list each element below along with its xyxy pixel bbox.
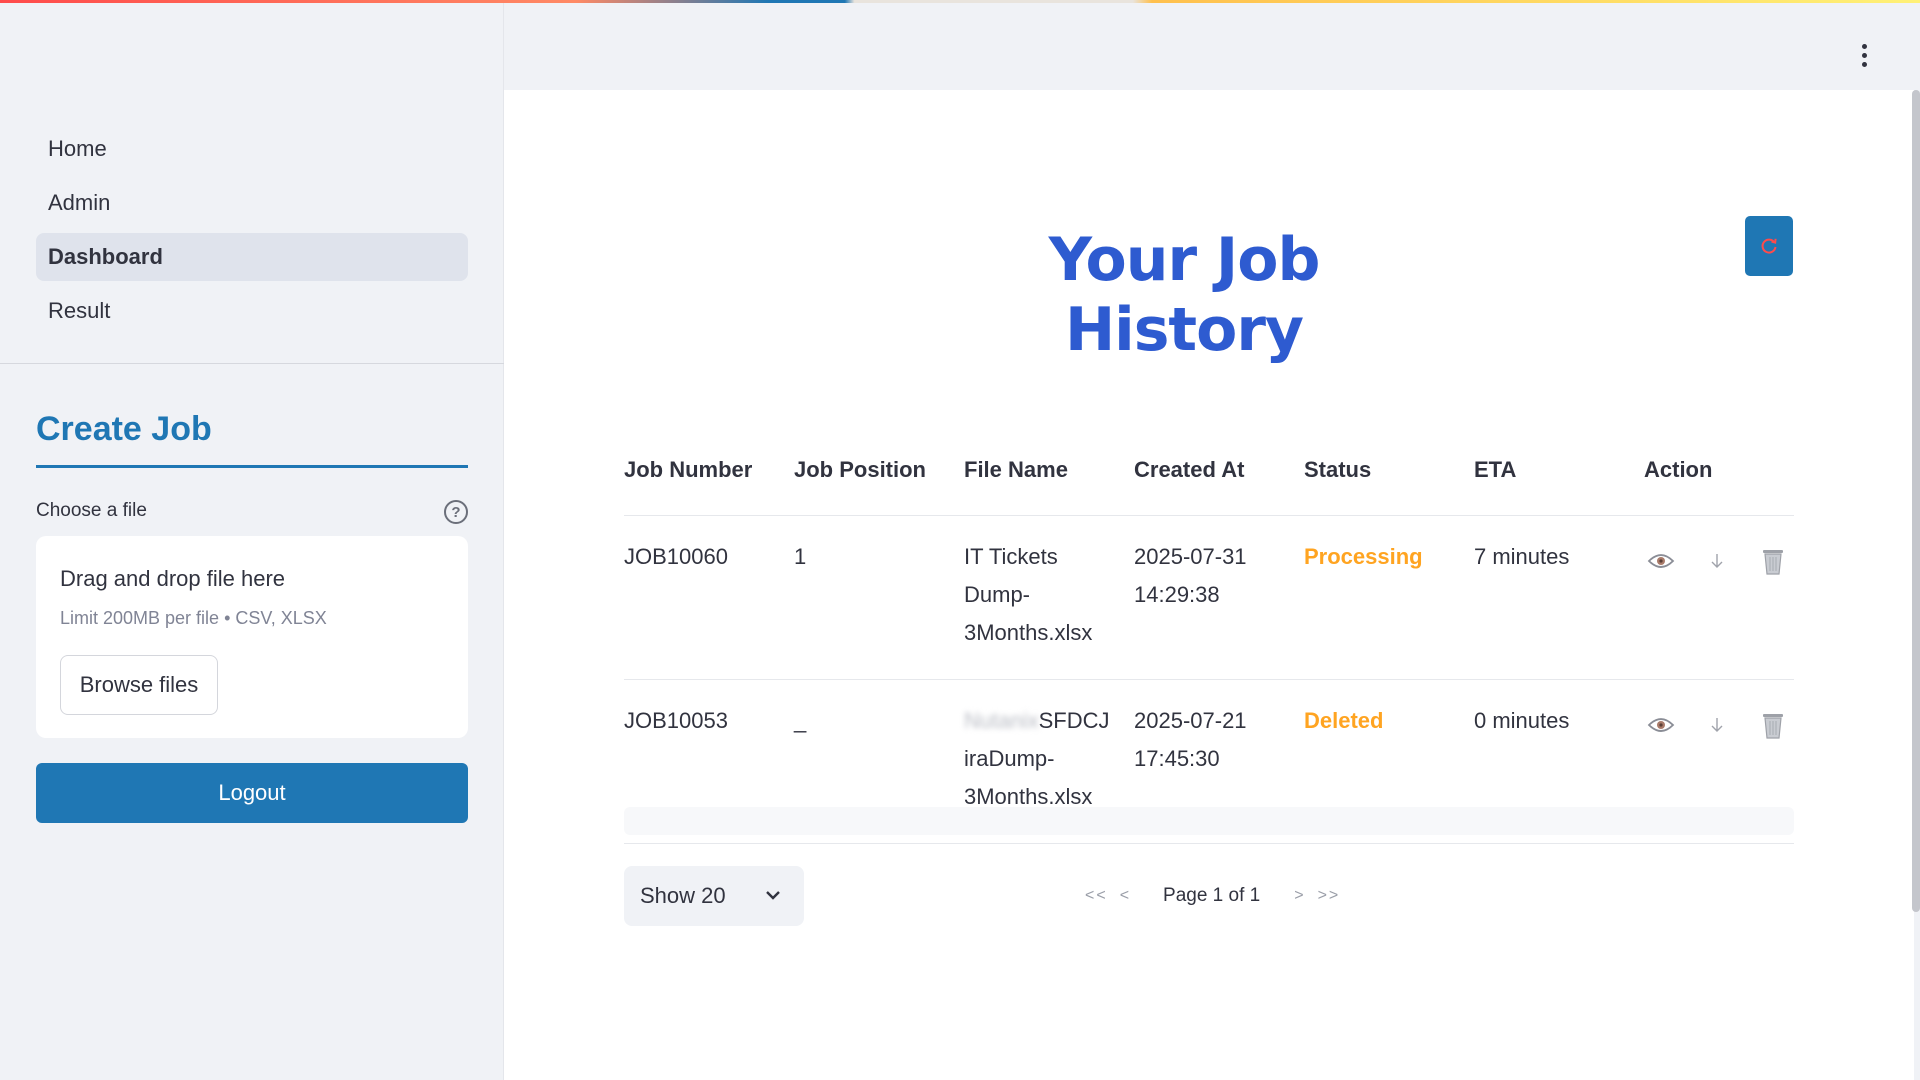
redacted-text: Nutanix (964, 707, 1039, 733)
create-job-underline (36, 465, 468, 468)
trash-icon[interactable] (1756, 708, 1790, 742)
header-job-number: Job Number (624, 425, 794, 516)
download-icon[interactable] (1700, 544, 1734, 578)
refresh-icon (1761, 238, 1777, 254)
last-page-button[interactable]: >> (1317, 887, 1341, 904)
file-name-line: 3Months.xlsx (964, 619, 1093, 645)
header-action: Action (1644, 425, 1794, 516)
download-icon[interactable] (1700, 708, 1734, 742)
dropzone-limit: Limit 200MB per file • CSV, XLSX (60, 608, 327, 628)
help-icon[interactable]: ? (444, 500, 468, 524)
page-title: Your Job History (1048, 225, 1321, 365)
eye-icon[interactable] (1644, 544, 1678, 578)
refresh-button[interactable] (1745, 216, 1793, 276)
header-created-at: Created At (1134, 425, 1304, 516)
eye-icon[interactable] (1644, 708, 1678, 742)
nav-item-admin[interactable]: Admin (48, 190, 111, 215)
sidebar-divider (0, 363, 504, 364)
cell-job-number: JOB10060 (624, 515, 794, 680)
nav-item-dashboard[interactable]: Dashboard (36, 233, 468, 281)
cell-created-at: 2025-07-31 14:29:38 (1134, 515, 1304, 680)
file-name-line: iraDump- (964, 745, 1055, 771)
browse-files-button[interactable]: Browse files (60, 655, 218, 715)
status-badge: Processing (1304, 543, 1423, 569)
created-date: 2025-07-21 (1134, 707, 1247, 733)
header-eta: ETA (1474, 425, 1644, 516)
table-row: JOB10060 1 IT Tickets Dump- 3Months.xlsx… (624, 515, 1794, 680)
nav-item-result[interactable]: Result (48, 298, 111, 323)
choose-file-label: Choose a file (36, 500, 147, 521)
file-dropzone[interactable]: Drag and drop file here Limit 200MB per … (36, 536, 468, 738)
page-scrollbar[interactable] (1912, 90, 1920, 912)
page-indicator: Page 1 of 1 (1163, 885, 1261, 906)
file-name-line: IT Tickets (964, 543, 1058, 569)
logout-button[interactable]: Logout (36, 763, 468, 823)
trash-icon[interactable] (1756, 544, 1790, 578)
prev-page-button[interactable]: < (1119, 887, 1132, 904)
header-job-position: Job Position (794, 425, 964, 516)
cell-action (1644, 515, 1794, 680)
created-time: 17:45:30 (1134, 745, 1220, 771)
nav-item-home[interactable]: Home (48, 136, 107, 161)
sidebar: Home Admin Dashboard Result Create Job C… (0, 0, 504, 1080)
cell-file-name: IT Tickets Dump- 3Months.xlsx (964, 515, 1134, 680)
create-job-title: Create Job (36, 410, 212, 448)
chevron-down-icon (766, 891, 780, 900)
cell-status: Processing (1304, 515, 1474, 680)
first-page-button[interactable]: << (1085, 887, 1108, 904)
file-name-line: 3Months.xlsx (964, 783, 1093, 809)
top-decoration-bar (0, 0, 1920, 3)
next-page-button[interactable]: > (1294, 887, 1306, 904)
sidebar-nav: Home Admin Dashboard Result (36, 125, 468, 341)
table-header-row: Job Number Job Position File Name Create… (624, 425, 1794, 516)
pagination: << < Page 1 of 1 > >> (1079, 880, 1346, 912)
page-size-select[interactable]: Show 20 (624, 866, 804, 926)
table-horizontal-scrollbar[interactable] (624, 807, 1794, 835)
cell-job-position: 1 (794, 515, 964, 680)
created-date: 2025-07-31 (1134, 543, 1247, 569)
kebab-menu-icon[interactable] (1860, 44, 1868, 67)
job-history-table: Job Number Job Position File Name Create… (624, 425, 1794, 844)
header-status: Status (1304, 425, 1474, 516)
cell-eta: 7 minutes (1474, 515, 1644, 680)
main-content: Your Job History Job Number Job Position… (504, 90, 1914, 1080)
page-size-value: Show 20 (640, 883, 726, 908)
dropzone-title: Drag and drop file here (60, 566, 286, 591)
file-name-line: Dump- (964, 581, 1031, 607)
app-header (504, 0, 1920, 90)
file-name-text: SFDCJ (1038, 707, 1110, 733)
status-badge: Deleted (1304, 707, 1384, 733)
created-time: 14:29:38 (1134, 581, 1220, 607)
file-name-line: NutanixSFDCJ (964, 702, 1134, 740)
header-file-name: File Name (964, 425, 1134, 516)
